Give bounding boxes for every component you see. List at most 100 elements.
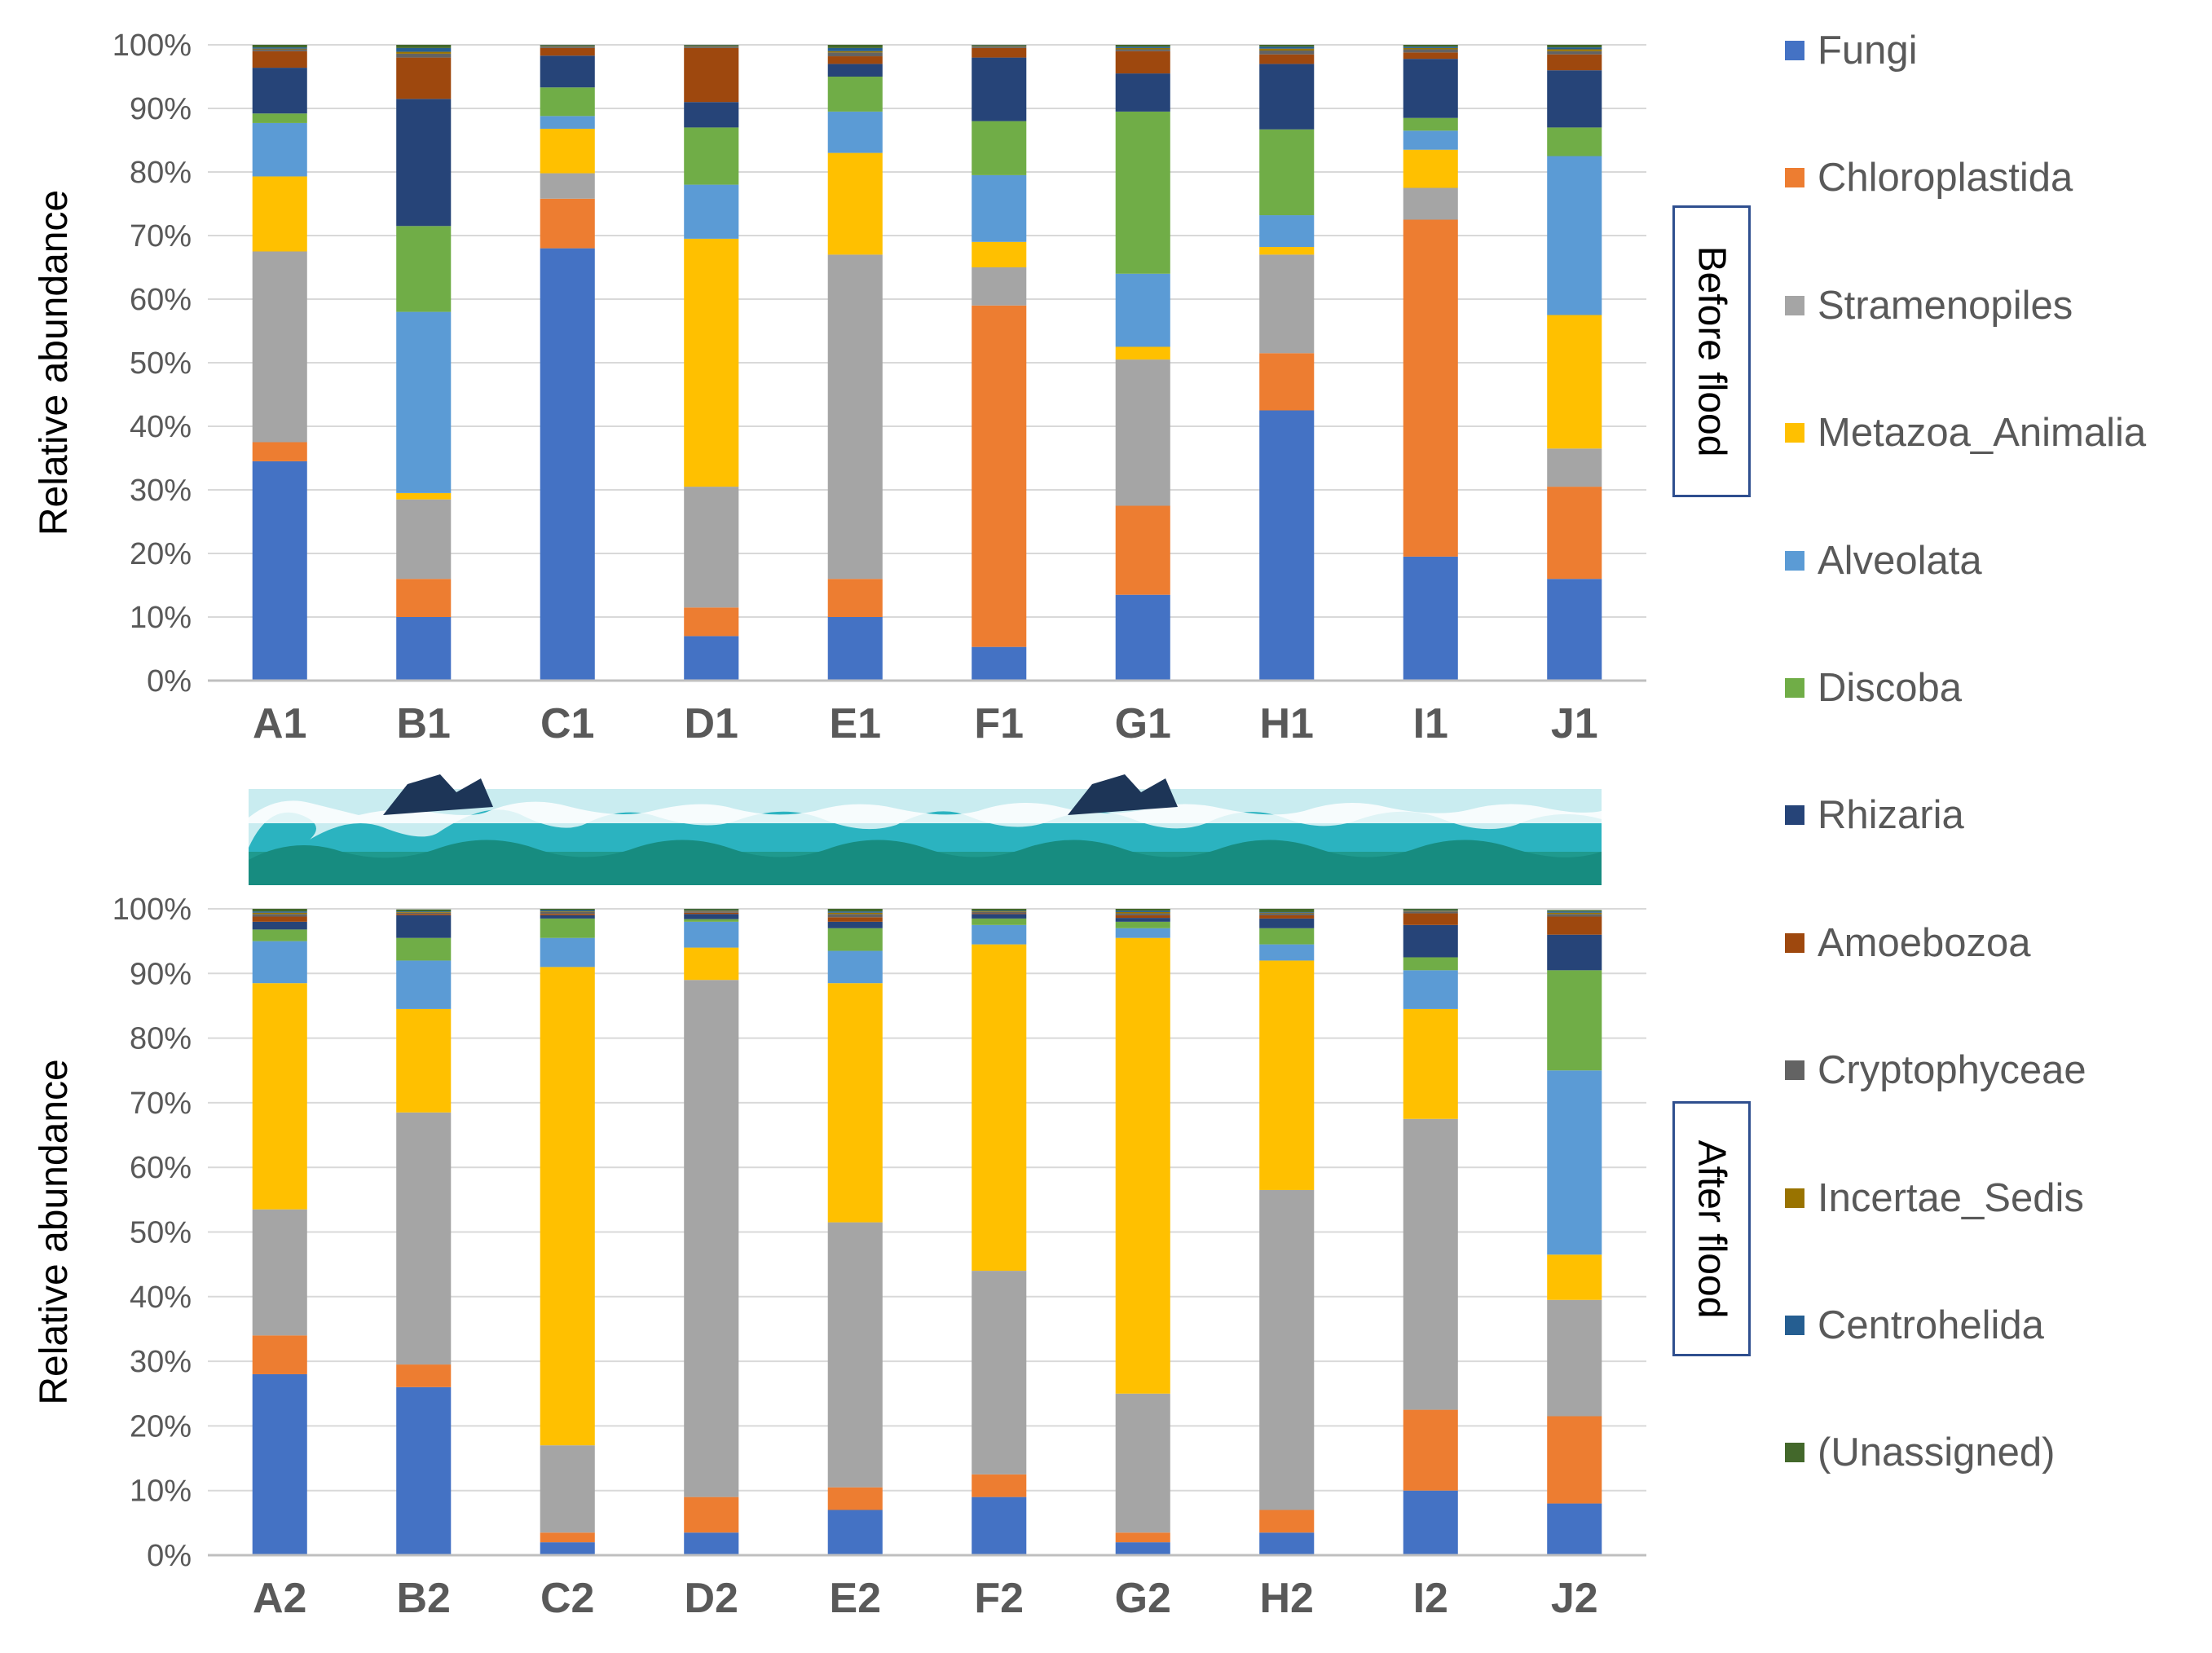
bar-segment-incertae-sedis-d1 xyxy=(684,46,739,47)
x-tick-label: D2 xyxy=(685,1575,738,1622)
bar-segment-unassigned-i1 xyxy=(1403,45,1458,47)
bar-segment-rhizaria-i2 xyxy=(1403,924,1458,958)
bar-segment-fungi-c2 xyxy=(540,1542,595,1555)
bar-segment-cryptophyceae-e2 xyxy=(827,914,883,918)
bar-segment-discoba-c2 xyxy=(540,918,595,938)
bar-segment-chloroplastida-c1 xyxy=(540,198,595,249)
bar-segment-chloroplastida-b2 xyxy=(396,1364,452,1387)
legend-item: Rhizaria xyxy=(1785,782,1964,848)
bar-segment-alveolata-a2 xyxy=(252,941,307,984)
y-tick-label: 10% xyxy=(130,1474,192,1509)
y-tick-label: 60% xyxy=(130,1151,192,1185)
bar-segment-amoebozoa-i2 xyxy=(1403,913,1458,925)
legend-swatch xyxy=(1785,41,1804,60)
bar-segment-centrohelida-f2 xyxy=(972,910,1027,912)
y-tick-label: 90% xyxy=(130,92,192,126)
bar-segment-incertae-sedis-i2 xyxy=(1403,910,1458,912)
legend-item: Discoba xyxy=(1785,655,1962,721)
y-tick-label: 20% xyxy=(130,537,192,571)
bar-segment-cryptophyceae-c1 xyxy=(540,46,595,48)
bar-segment-stramenopiles-d2 xyxy=(684,980,739,1497)
bar-segment-unassigned-f1 xyxy=(972,45,1027,46)
bar-segment-incertae-sedis-g1 xyxy=(1115,47,1170,50)
legend-label: Chloroplastida xyxy=(1818,156,2073,201)
bar-segment-unassigned-j1 xyxy=(1547,45,1602,48)
bar-segment-alveolata-g1 xyxy=(1115,273,1170,347)
bar-segment-amoebozoa-f1 xyxy=(972,47,1027,58)
bar-segment-chloroplastida-f2 xyxy=(972,1474,1027,1497)
bar-segment-unassigned-a1 xyxy=(252,45,307,48)
bar-segment-fungi-d2 xyxy=(684,1532,739,1555)
y-tick-label: 90% xyxy=(130,957,192,991)
bar-segment-centrohelida-e2 xyxy=(827,911,883,913)
bar-segment-alveolata-h2 xyxy=(1259,944,1315,961)
bar-segment-metazoa-animalia-i1 xyxy=(1403,149,1458,188)
legend-swatch xyxy=(1785,1188,1804,1208)
bar-segment-rhizaria-b1 xyxy=(396,99,452,227)
y-tick-label: 70% xyxy=(130,219,192,253)
bar-segment-metazoa-animalia-c1 xyxy=(540,128,595,174)
bar-segment-fungi-f1 xyxy=(972,646,1027,681)
bar-segment-chloroplastida-a2 xyxy=(252,1335,307,1374)
legend-swatch xyxy=(1785,295,1804,315)
bar-segment-centrohelida-i2 xyxy=(1403,910,1458,911)
bar-segment-chloroplastida-i1 xyxy=(1403,219,1458,557)
bar-segment-unassigned-e2 xyxy=(827,909,883,912)
x-tick-label: H1 xyxy=(1260,700,1314,747)
bar-segment-discoba-d1 xyxy=(684,127,739,185)
bar-segment-amoebozoa-a1 xyxy=(252,51,307,68)
bar-segment-fungi-i1 xyxy=(1403,556,1458,681)
bar-segment-incertae-sedis-c2 xyxy=(540,911,595,912)
bar-segment-amoebozoa-b1 xyxy=(396,57,452,99)
bar-segment-rhizaria-i1 xyxy=(1403,59,1458,118)
bar-segment-alveolata-g2 xyxy=(1115,928,1170,938)
bar-segment-rhizaria-f2 xyxy=(972,914,1027,919)
bar-segment-rhizaria-g2 xyxy=(1115,918,1170,922)
bar-segment-metazoa-animalia-d1 xyxy=(684,238,739,487)
legend-swatch xyxy=(1785,932,1804,953)
legend-label: Rhizaria xyxy=(1818,793,1964,838)
bar-segment-alveolata-h1 xyxy=(1259,215,1315,248)
bar-segment-alveolata-e1 xyxy=(827,111,883,153)
y-tick-label: 100% xyxy=(112,893,192,927)
bar-segment-unassigned-i2 xyxy=(1403,909,1458,910)
bar-segment-rhizaria-b2 xyxy=(396,915,452,938)
legend-label: Cryptophyceae xyxy=(1818,1048,2086,1093)
bar-segment-cryptophyceae-a1 xyxy=(252,49,307,51)
bar-segment-rhizaria-f1 xyxy=(972,57,1027,121)
bar-segment-amoebozoa-i1 xyxy=(1403,52,1458,60)
bar-segment-discoba-g1 xyxy=(1115,111,1170,274)
legend-label: (Unassigned) xyxy=(1818,1430,2056,1475)
y-tick-label: 20% xyxy=(130,1409,192,1444)
bar-segment-centrohelida-g2 xyxy=(1115,910,1170,912)
legend-label: Alveolata xyxy=(1818,538,1982,583)
bar-segment-centrohelida-e1 xyxy=(827,47,883,51)
bar-segment-unassigned-h2 xyxy=(1259,909,1315,912)
bar-segment-alveolata-e2 xyxy=(827,950,883,984)
bar-segment-rhizaria-c1 xyxy=(540,55,595,88)
bar-segment-incertae-sedis-c1 xyxy=(540,46,595,47)
bar-segment-incertae-sedis-j2 xyxy=(1547,912,1602,915)
legend-item: Cryptophyceae xyxy=(1785,1038,2086,1103)
bar-segment-stramenopiles-b1 xyxy=(396,499,452,580)
bar-segment-incertae-sedis-f2 xyxy=(972,911,1027,912)
bar-segment-amoebozoa-g1 xyxy=(1115,51,1170,74)
x-tick-label: G2 xyxy=(1115,1575,1171,1622)
legend-swatch xyxy=(1785,1316,1804,1335)
bar-segment-chloroplastida-h2 xyxy=(1259,1510,1315,1533)
bar-segment-unassigned-j2 xyxy=(1547,910,1602,912)
bar-segment-metazoa-animalia-j1 xyxy=(1547,315,1602,449)
bar-segment-chloroplastida-h1 xyxy=(1259,353,1315,411)
bar-segment-chloroplastida-b1 xyxy=(396,579,452,617)
bar-segment-fungi-b2 xyxy=(396,1386,452,1555)
bar-segment-metazoa-animalia-a2 xyxy=(252,983,307,1210)
x-tick-label: A1 xyxy=(253,700,306,747)
bar-segment-fungi-d1 xyxy=(684,636,739,681)
bar-segment-centrohelida-j1 xyxy=(1547,47,1602,50)
bar-segment-fungi-h2 xyxy=(1259,1532,1315,1555)
bar-segment-metazoa-animalia-h2 xyxy=(1259,960,1315,1190)
bar-segment-discoba-c1 xyxy=(540,87,595,117)
bar-segment-rhizaria-j1 xyxy=(1547,70,1602,128)
bar-segment-amoebozoa-e1 xyxy=(827,56,883,64)
